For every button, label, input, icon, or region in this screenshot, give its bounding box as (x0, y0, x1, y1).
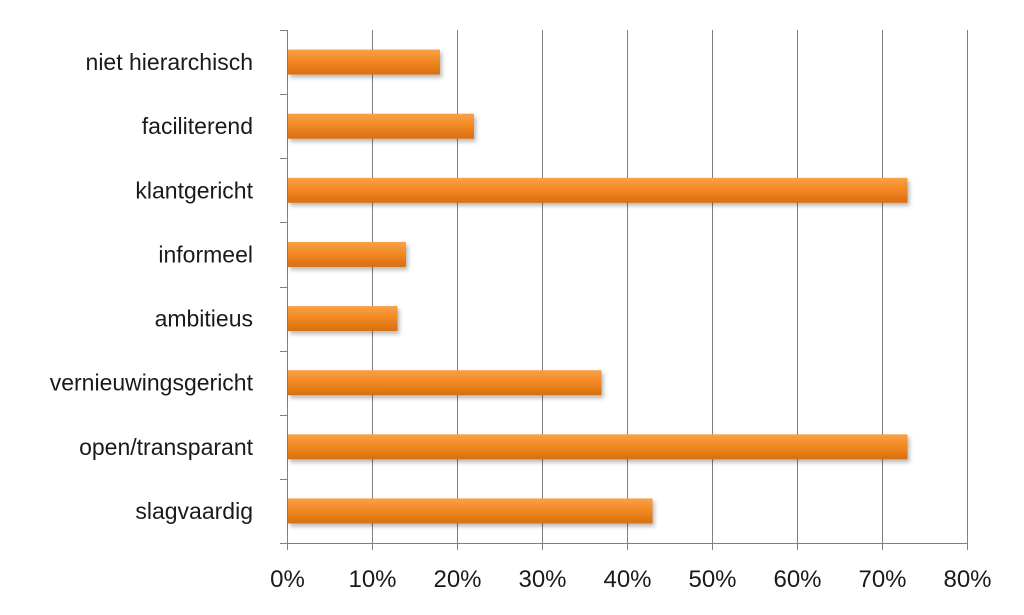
x-tick-label: 70% (858, 566, 906, 593)
category-label: open/transparant (79, 434, 254, 460)
bar (288, 498, 653, 524)
x-tick-label: 10% (348, 566, 396, 593)
bar (288, 370, 602, 396)
bar (288, 434, 908, 460)
category-label: faciliterend (142, 113, 253, 139)
category-label: niet hierarchisch (86, 49, 253, 75)
bar (288, 306, 398, 332)
bar (288, 177, 908, 203)
x-tick-label: 40% (603, 566, 651, 593)
x-tick-label: 0% (270, 566, 305, 593)
gridlines (372, 30, 968, 543)
x-tick-label: 50% (688, 566, 736, 593)
x-tick-label: 20% (433, 566, 481, 593)
bar (288, 241, 406, 267)
axes (280, 30, 968, 550)
category-label: klantgericht (135, 177, 253, 203)
x-tick-labels: 0% 10% 20% 30% 40% 50% 60% 70% 80% (270, 566, 991, 593)
category-label: vernieuwingsgericht (50, 370, 254, 396)
x-tick-label: 80% (943, 566, 991, 593)
x-tick-label: 60% (773, 566, 821, 593)
bars (288, 49, 908, 524)
category-label: ambitieus (155, 306, 253, 332)
bar (288, 49, 440, 75)
category-label: slagvaardig (135, 498, 253, 524)
x-tick-label: 30% (518, 566, 566, 593)
category-label: informeel (158, 241, 253, 267)
bar (288, 113, 474, 139)
category-labels: niet hierarchisch faciliterend klantgerich… (50, 49, 254, 524)
